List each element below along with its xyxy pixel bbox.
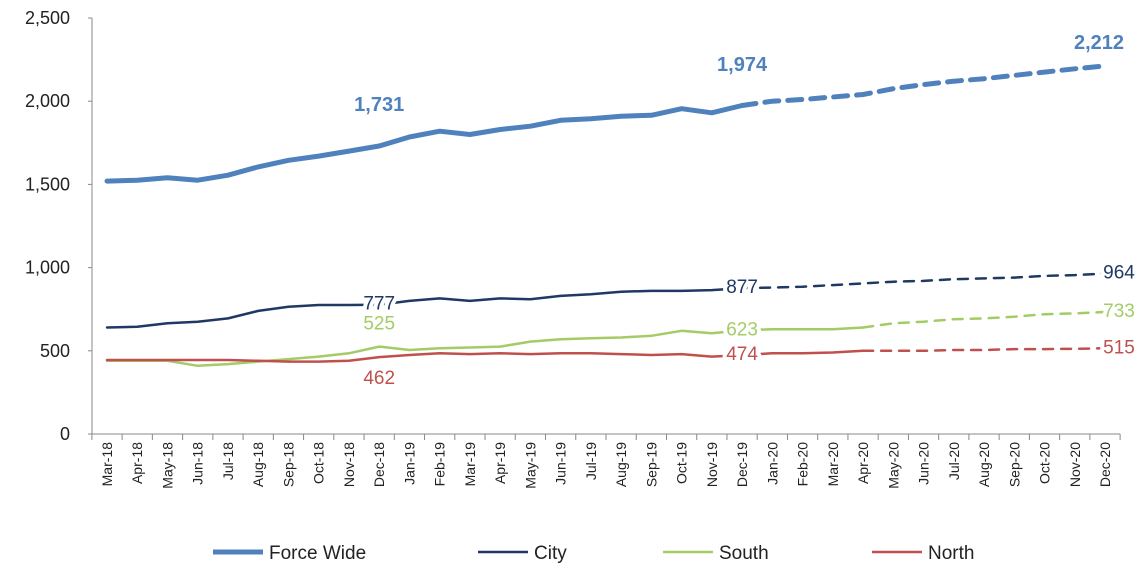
series-line (105, 349, 865, 363)
x-tick-label: Aug-20 (976, 442, 992, 487)
forecast-line (739, 63, 1108, 108)
data-label: 525 (363, 314, 395, 335)
x-tick-label: Feb-20 (795, 442, 811, 487)
data-label: 964 (1103, 263, 1135, 284)
data-label: 474 (726, 344, 758, 365)
x-tick-label: Mar-18 (99, 442, 115, 487)
data-label: 462 (363, 368, 395, 389)
data-label: 777 (363, 294, 395, 315)
x-tick-label: Jul-18 (220, 442, 236, 480)
x-tick-label: Jan-20 (764, 442, 780, 485)
legend-label: North (928, 543, 974, 564)
y-tick-label: 2,500 (25, 8, 70, 28)
x-tick-label: Oct-19 (674, 442, 690, 484)
x-tick-label: Aug-18 (250, 442, 266, 487)
x-tick-label: Dec-18 (371, 442, 387, 487)
legend-label: South (719, 543, 769, 564)
x-tick-label: Sep-20 (1006, 442, 1022, 487)
forecast-line (861, 347, 1107, 353)
x-tick-label: May-20 (885, 442, 901, 489)
data-label: 623 (726, 319, 758, 340)
x-tick-label: Mar-20 (825, 442, 841, 487)
x-tick-label: May-19 (522, 442, 538, 489)
y-tick-label: 500 (40, 341, 70, 361)
x-tick-label: Jun-20 (916, 442, 932, 485)
series-line (105, 326, 865, 368)
y-tick-label: 1,500 (25, 174, 70, 194)
forecast-line (740, 272, 1107, 290)
data-label: 1,974 (717, 54, 768, 76)
x-tick-label: Jun-19 (553, 442, 569, 485)
x-tick-label: Jan-19 (401, 442, 417, 485)
x-tick-label: Nov-18 (341, 442, 357, 487)
x-tick-label: Apr-19 (492, 442, 508, 484)
x-tick-label: Dec-20 (1097, 442, 1113, 487)
data-label: 877 (726, 277, 758, 298)
legend-label: City (534, 543, 567, 564)
data-label: 515 (1103, 337, 1135, 358)
x-tick-label: Sep-19 (643, 442, 659, 487)
data-label: 1,731 (354, 94, 404, 116)
x-tick-label: Nov-20 (1067, 442, 1083, 487)
y-tick-label: 1,000 (25, 258, 70, 278)
x-tick-label: Aug-19 (613, 442, 629, 487)
x-tick-label: Apr-20 (855, 442, 871, 484)
y-tick-label: 2,000 (25, 91, 70, 111)
x-tick-label: Dec-19 (734, 442, 750, 487)
x-tick-label: Jul-20 (946, 442, 962, 480)
x-tick-label: Jun-18 (190, 442, 206, 485)
data-label: 733 (1103, 301, 1135, 322)
x-tick-label: Oct-20 (1037, 442, 1053, 484)
forecast-line (861, 310, 1107, 329)
y-tick-label: 0 (60, 424, 70, 444)
x-tick-label: Jul-19 (583, 442, 599, 480)
series-line (104, 103, 745, 184)
legend-label: Force Wide (269, 543, 366, 564)
x-tick-label: Mar-19 (462, 442, 478, 487)
x-tick-label: Sep-18 (280, 442, 296, 487)
series-line (105, 286, 744, 329)
x-tick-label: May-18 (159, 442, 175, 489)
x-tick-label: Nov-19 (704, 442, 720, 487)
data-label: 2,212 (1074, 32, 1124, 54)
x-tick-label: Apr-18 (129, 442, 145, 484)
x-tick-label: Oct-18 (311, 442, 327, 484)
x-tick-label: Feb-19 (432, 442, 448, 487)
